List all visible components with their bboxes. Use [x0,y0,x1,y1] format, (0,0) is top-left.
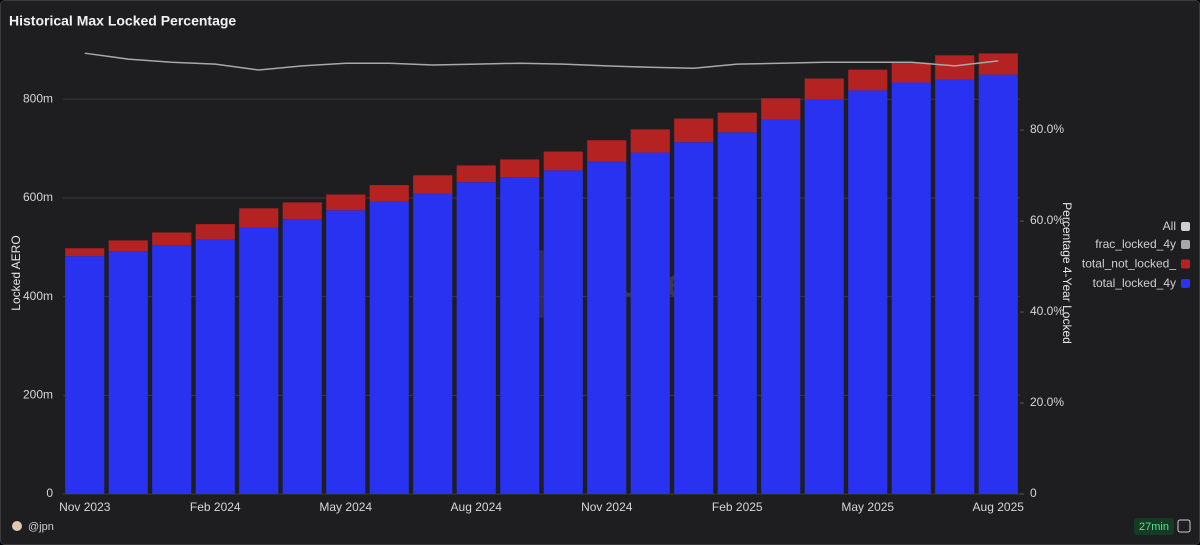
y2-tick-label: 60.0% [1030,213,1064,227]
bar [195,224,235,240]
refresh-icon[interactable] [1177,519,1191,533]
bar [500,159,540,178]
bar [282,202,322,220]
bar [239,208,279,228]
legend-swatch[interactable] [1181,222,1190,231]
bar [674,118,714,143]
x-tick-label: Aug 2025 [973,500,1025,514]
refresh-badge [1134,518,1174,535]
bar [630,129,670,153]
bar [239,227,279,495]
legend-swatch[interactable] [1181,240,1190,249]
x-tick-label: Nov 2023 [59,500,111,514]
y2-tick-label: 20.0% [1030,395,1064,409]
bar [804,78,844,100]
refresh-time: 27min [1139,521,1169,533]
bar [761,119,801,494]
bar [65,248,105,257]
x-tick-label: May 2025 [841,500,894,514]
bar [152,232,192,246]
bar [282,219,322,494]
x-tick-label: Feb 2025 [712,500,763,514]
author[interactable]: @jpn [28,521,54,533]
y-tick-label: 600m [23,190,53,204]
bar [674,142,714,494]
bar [587,140,627,162]
bar [195,239,235,494]
legend-label[interactable]: frac_locked_4y [1095,237,1176,251]
bar [413,175,453,194]
y-tick-label: 400m [23,289,53,303]
y-tick-label: 0 [46,486,53,500]
bar [978,74,1018,494]
bar [456,182,496,494]
bar [630,152,670,495]
bar [500,177,540,494]
bar [543,151,583,171]
bar [587,161,627,494]
y-tick-label: 800m [23,91,53,105]
bar [761,98,801,120]
legend-label[interactable]: All [1163,219,1176,233]
y-tick-label: 200m [23,387,53,401]
y-axis-title: Locked AERO [9,235,23,310]
bar [717,132,757,495]
bar [848,90,888,495]
bar [978,53,1018,75]
bar [848,69,888,91]
bar [369,185,409,202]
bar [456,165,496,183]
bar [804,99,844,495]
bar [935,79,975,495]
bar [891,82,931,494]
bar [152,245,192,494]
x-tick-label: Nov 2024 [581,500,633,514]
bar [891,62,931,83]
bar [369,201,409,494]
bar [65,256,105,494]
avatar [12,521,22,531]
y2-tick-label: 40.0% [1030,304,1064,318]
legend-swatch[interactable] [1181,279,1190,288]
legend-label[interactable]: total_locked_4y [1093,276,1176,290]
y2-tick-label: 80.0% [1030,122,1064,136]
bar [108,240,148,252]
bar [413,193,453,494]
x-tick-label: Feb 2024 [190,500,241,514]
legend-swatch[interactable] [1181,259,1190,269]
y2-axis-title: Percentage 4-Year Locked [1060,202,1074,344]
bar [326,210,366,495]
x-tick-label: May 2024 [319,500,372,514]
bar [108,251,148,494]
bar [326,194,366,211]
bar [935,55,975,80]
y2-tick-label: 0 [1030,486,1037,500]
bar [543,170,583,495]
bar [717,112,757,133]
legend-label[interactable]: total_not_locked_ [1082,257,1176,271]
x-tick-label: Aug 2024 [451,500,503,514]
chart-title: Historical Max Locked Percentage [9,13,236,29]
line [84,52,999,71]
